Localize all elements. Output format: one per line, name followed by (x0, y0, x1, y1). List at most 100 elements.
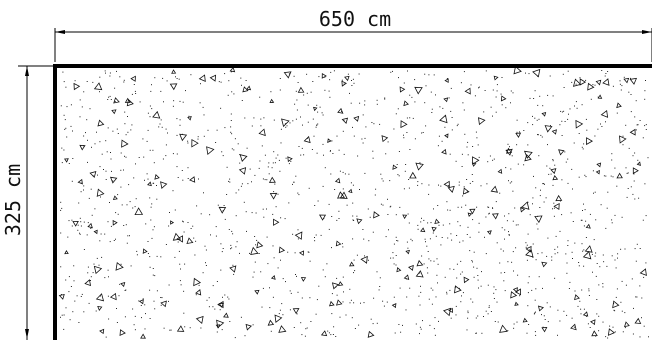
aggregate-dot (334, 189, 336, 190)
aggregate-dot (223, 205, 225, 206)
aggregate-dot (99, 141, 101, 143)
aggregate-triangle (154, 174, 160, 180)
aggregate-dot (560, 110, 562, 112)
aggregate-dot (539, 195, 541, 197)
aggregate-dot (313, 135, 315, 137)
aggregate-dot (605, 73, 607, 74)
aggregate-dot (398, 77, 399, 79)
aggregate-dot (552, 208, 553, 210)
aggregate-dot (352, 202, 354, 204)
aggregate-triangle (600, 109, 609, 118)
aggregate-dot (156, 198, 158, 200)
aggregate-dot (433, 260, 435, 262)
aggregate-triangle (169, 83, 178, 91)
aggregate-triangle (515, 132, 522, 139)
aggregate-dot (350, 102, 352, 104)
aggregate-dot (594, 84, 596, 86)
aggregate-dot (614, 259, 616, 261)
aggregate-dot (484, 236, 485, 238)
aggregate-dot (332, 153, 334, 154)
aggregate-dot (216, 281, 218, 282)
aggregate-dot (279, 170, 281, 172)
aggregate-dot (262, 208, 264, 210)
aggregate-dot (488, 307, 490, 308)
aggregate-dot (395, 113, 397, 115)
aggregate-dot (83, 135, 85, 137)
aggregate-dot (353, 259, 355, 261)
aggregate-dot (555, 235, 557, 237)
aggregate-dot (595, 275, 597, 277)
aggregate-triangle (499, 324, 508, 333)
aggregate-dot (461, 271, 463, 273)
aggregate-dot (85, 132, 86, 134)
aggregate-dot (450, 233, 452, 235)
aggregate-dot (385, 236, 387, 238)
aggregate-dot (163, 101, 164, 103)
aggregate-triangle (313, 106, 318, 112)
aggregate-dot (574, 242, 576, 244)
aggregate-dot (596, 299, 598, 300)
aggregate-dot (619, 80, 621, 82)
aggregate-dot (642, 137, 644, 139)
aggregate-dot (600, 204, 602, 206)
aggregate-dot (280, 259, 281, 261)
aggregate-dot (134, 329, 136, 331)
aggregate-dot (345, 314, 347, 316)
aggregate-dot (440, 185, 442, 187)
aggregate-dot (635, 100, 637, 102)
aggregate-dot (434, 317, 436, 319)
aggregate-dot (604, 75, 606, 77)
aggregate-dot (203, 192, 204, 194)
aggregate-dot (515, 224, 517, 226)
aggregate-dot (249, 252, 250, 254)
aggregate-dot (538, 155, 540, 157)
aggregate-dot (150, 90, 152, 92)
aggregate-dot (437, 145, 439, 147)
aggregate-dot (145, 223, 147, 225)
aggregate-dot (154, 77, 156, 79)
aggregate-dot (290, 160, 292, 162)
aggregate-dot (64, 119, 66, 121)
aggregate-dot (230, 71, 232, 73)
aggregate-dot (469, 182, 471, 184)
aggregate-dot (500, 93, 502, 95)
aggregate-dot (222, 248, 224, 249)
aggregate-dot (460, 82, 462, 84)
aggregate-dot (594, 135, 596, 137)
aggregate-dot (372, 157, 374, 159)
aggregate-dot (492, 115, 493, 117)
aggregate-dot (376, 99, 378, 101)
aggregate-dot (393, 263, 395, 265)
aggregate-dot (490, 311, 492, 312)
aggregate-dot (73, 280, 75, 282)
aggregate-triangle (555, 194, 563, 202)
aggregate-dot (476, 267, 478, 269)
aggregate-triangle (341, 80, 348, 87)
aggregate-dot (178, 78, 180, 80)
aggregate-dot (270, 330, 272, 332)
aggregate-dot (512, 220, 514, 222)
aggregate-dot (624, 248, 626, 250)
aggregate-triangle (246, 85, 252, 91)
aggregate-dot (124, 123, 126, 125)
aggregate-dot (398, 175, 400, 177)
aggregate-dot (639, 248, 641, 249)
aggregate-dot (383, 305, 385, 307)
aggregate-dot (296, 109, 298, 111)
aggregate-dot (621, 280, 623, 282)
aggregate-triangle (349, 261, 355, 267)
aggregate-dot (139, 101, 141, 103)
aggregate-dot (193, 237, 195, 239)
aggregate-dot (422, 320, 423, 322)
aggregate-dot (578, 265, 580, 267)
aggregate-triangle (278, 246, 286, 254)
aggregate-triangle (318, 214, 327, 221)
aggregate-dot (513, 323, 515, 325)
aggregate-dot (544, 319, 546, 320)
aggregate-dot (635, 260, 637, 262)
aggregate-dot (553, 202, 555, 204)
aggregate-dot (130, 265, 132, 267)
aggregate-dot (460, 273, 462, 275)
aggregate-dot (307, 104, 309, 106)
aggregate-dot (592, 84, 594, 86)
